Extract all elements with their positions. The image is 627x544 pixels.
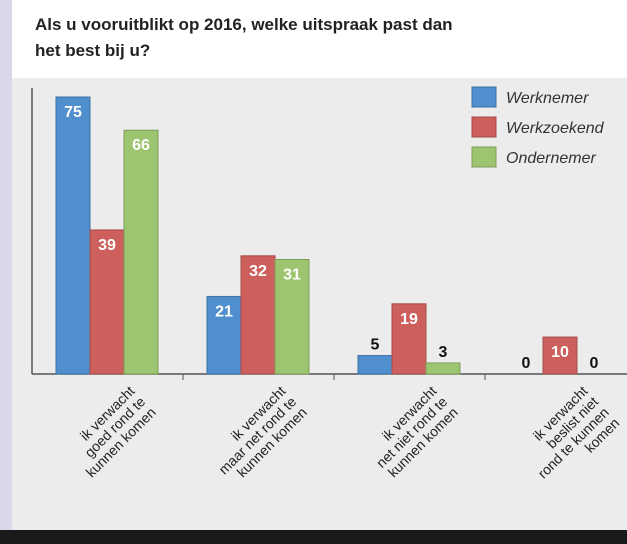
data-label: 75 [64,104,82,121]
legend-swatch [471,86,497,108]
data-label: 0 [590,355,599,372]
chart-title: het best bij u? [35,41,150,60]
bar [206,295,242,375]
chart-title: Als u vooruitblikt op 2016, welke uitspr… [35,15,453,34]
data-label: 3 [439,344,448,361]
side-strip [0,0,12,530]
bar [425,362,461,375]
data-label: 32 [249,263,267,280]
data-label: 19 [400,311,418,328]
data-label: 5 [371,337,380,354]
legend-label: Ondernemer [506,150,596,167]
data-label: 39 [98,237,116,254]
bar [357,355,393,375]
legend-label: Werknemer [506,90,589,107]
legend-label: Werkzoekend [506,120,605,137]
bar [391,303,427,375]
bar [274,259,310,375]
data-label: 0 [522,355,531,372]
bar [542,336,578,375]
data-label: 10 [551,344,569,361]
legend-swatch [471,146,497,168]
bar [123,129,159,375]
data-label: 66 [132,137,150,154]
bar [240,255,276,375]
bar [55,96,91,375]
bottom-band [0,530,627,544]
legend-swatch [471,116,497,138]
data-label: 21 [215,303,233,320]
data-label: 31 [283,267,301,284]
